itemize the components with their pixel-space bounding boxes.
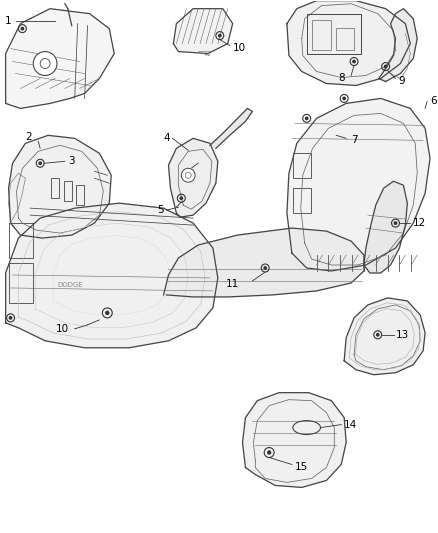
Polygon shape <box>243 393 346 487</box>
Circle shape <box>180 197 183 199</box>
Bar <box>336 28 354 50</box>
Bar <box>311 20 331 50</box>
Circle shape <box>106 311 109 314</box>
Text: ~: ~ <box>203 51 210 60</box>
Bar <box>51 178 59 198</box>
Bar <box>9 223 33 258</box>
Polygon shape <box>287 1 410 85</box>
Text: 2: 2 <box>25 132 32 142</box>
Circle shape <box>219 35 221 37</box>
Circle shape <box>181 168 195 182</box>
Text: 7: 7 <box>351 135 358 146</box>
Text: 3: 3 <box>68 156 74 166</box>
Circle shape <box>385 66 387 68</box>
Circle shape <box>9 317 12 319</box>
Circle shape <box>21 27 24 30</box>
Circle shape <box>264 267 266 269</box>
Circle shape <box>268 451 271 454</box>
Polygon shape <box>169 139 218 217</box>
Text: 14: 14 <box>344 419 357 430</box>
Polygon shape <box>210 108 252 148</box>
Circle shape <box>343 97 345 100</box>
Text: DODGE: DODGE <box>57 282 83 288</box>
Text: 6: 6 <box>430 96 437 107</box>
Bar <box>293 188 311 213</box>
Polygon shape <box>364 181 407 273</box>
Polygon shape <box>9 135 111 238</box>
Circle shape <box>33 52 57 76</box>
Polygon shape <box>344 298 425 375</box>
Bar <box>293 154 311 178</box>
Circle shape <box>377 334 379 336</box>
Circle shape <box>305 117 308 119</box>
Text: 4: 4 <box>163 133 170 143</box>
Text: 10: 10 <box>55 324 68 334</box>
Circle shape <box>39 162 41 165</box>
Circle shape <box>394 222 397 224</box>
Bar <box>307 14 361 53</box>
Bar <box>9 263 33 303</box>
Polygon shape <box>6 203 218 348</box>
Bar <box>76 185 84 205</box>
Text: 11: 11 <box>226 279 239 289</box>
Text: 1: 1 <box>5 15 12 26</box>
Polygon shape <box>287 99 430 271</box>
Text: 5: 5 <box>157 205 164 215</box>
Polygon shape <box>173 9 233 53</box>
Text: 15: 15 <box>295 463 308 472</box>
Text: 8: 8 <box>338 74 345 84</box>
Text: 9: 9 <box>399 76 405 86</box>
Bar <box>64 181 72 201</box>
Polygon shape <box>163 228 364 297</box>
Polygon shape <box>6 9 114 108</box>
Circle shape <box>353 60 355 63</box>
Text: 12: 12 <box>413 218 427 228</box>
Text: 10: 10 <box>233 43 246 53</box>
Text: 13: 13 <box>396 330 409 340</box>
Polygon shape <box>379 9 417 82</box>
